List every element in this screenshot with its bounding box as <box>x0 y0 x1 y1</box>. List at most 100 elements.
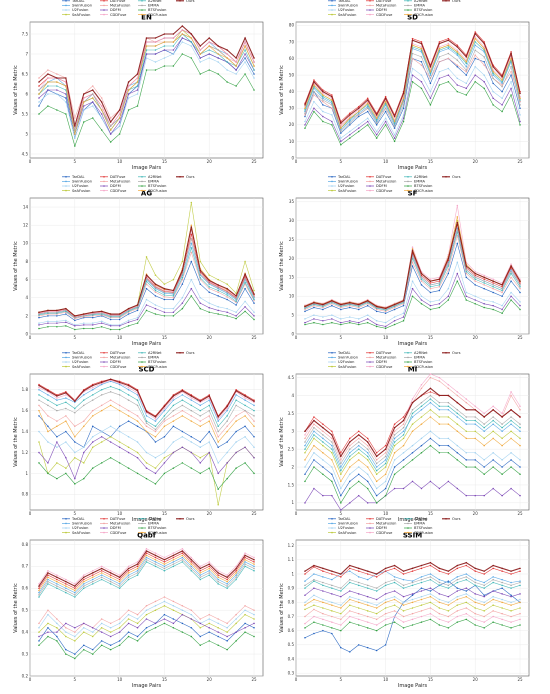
data-point <box>465 590 468 592</box>
legend-label: MetaFusion <box>110 4 130 8</box>
data-point <box>163 558 166 561</box>
data-point <box>366 459 369 461</box>
data-point <box>163 57 166 59</box>
data-point <box>510 71 512 73</box>
data-point <box>438 71 441 73</box>
data-point <box>510 57 512 60</box>
series-u2fusion <box>38 278 255 326</box>
data-point <box>136 626 139 629</box>
data-point <box>83 644 85 647</box>
data-point <box>38 324 40 326</box>
data-point <box>145 274 148 276</box>
y-tick-label: 20 <box>289 256 295 261</box>
data-point <box>172 467 175 469</box>
data-point <box>181 430 184 433</box>
data-point <box>492 416 494 418</box>
data-point <box>483 303 485 305</box>
data-point <box>438 61 441 63</box>
data-point <box>47 322 49 324</box>
data-point <box>447 74 450 76</box>
data-point <box>429 72 432 75</box>
data-point <box>304 473 306 475</box>
legend-label: DDFM <box>110 526 121 530</box>
data-point <box>331 107 333 109</box>
data-point <box>109 635 112 638</box>
y-axis-label: Values of the Metric <box>279 241 285 291</box>
data-point <box>127 386 130 389</box>
data-point <box>145 277 148 280</box>
legend-label: MetaFusion <box>376 522 396 526</box>
data-point <box>331 473 333 475</box>
data-point <box>56 580 58 583</box>
data-point <box>163 569 166 572</box>
data-point <box>393 590 396 592</box>
data-point <box>349 564 351 567</box>
legend-item-tardal: TarDAL <box>62 517 84 521</box>
data-point <box>118 409 121 412</box>
series-ddfm <box>38 287 255 327</box>
data-point <box>375 587 378 589</box>
data-point <box>375 130 378 133</box>
data-point <box>154 49 157 51</box>
data-point <box>154 41 157 43</box>
data-point <box>74 133 76 135</box>
y-tick-label: 6 <box>25 277 28 282</box>
data-point <box>208 430 210 433</box>
data-point <box>420 87 423 90</box>
data-point <box>501 289 503 292</box>
data-point <box>109 315 112 317</box>
data-point <box>340 618 342 621</box>
data-point <box>429 71 432 73</box>
data-point <box>438 601 441 604</box>
data-point <box>65 583 67 585</box>
data-point <box>235 311 237 313</box>
data-point <box>235 467 237 469</box>
data-point <box>181 388 184 391</box>
legend-marker <box>331 189 333 192</box>
data-point <box>172 626 175 629</box>
legend-marker <box>103 361 105 363</box>
data-point <box>492 304 494 307</box>
data-point <box>501 104 503 106</box>
data-point <box>154 563 157 565</box>
legend-marker <box>407 531 409 534</box>
data-point <box>163 307 166 310</box>
data-point <box>447 257 450 260</box>
data-point <box>393 303 396 306</box>
data-point <box>38 322 40 324</box>
legend-item-ours: Ours <box>176 351 195 355</box>
data-point <box>429 564 432 567</box>
legend-item-cddfuse: CDDFuse <box>100 189 127 193</box>
data-point <box>393 610 396 612</box>
data-point <box>163 451 166 454</box>
data-point <box>56 477 58 480</box>
data-point <box>91 101 94 103</box>
data-point <box>100 441 103 443</box>
data-point <box>172 295 175 297</box>
data-point <box>208 394 210 396</box>
legend-item-ours: Ours <box>176 0 195 3</box>
legend-item-ours: Ours <box>442 175 461 179</box>
data-point <box>331 114 333 116</box>
data-point <box>253 456 255 459</box>
data-point <box>411 618 414 621</box>
data-point <box>429 593 432 595</box>
data-point <box>340 469 342 472</box>
data-point <box>65 85 67 87</box>
data-point <box>47 311 49 313</box>
data-point <box>208 274 210 276</box>
data-point <box>47 309 49 312</box>
data-point <box>208 415 210 417</box>
data-point <box>402 120 405 123</box>
data-point <box>411 255 414 258</box>
legend-marker <box>407 13 409 16</box>
data-point <box>331 437 333 440</box>
series-swinfusion <box>304 401 521 468</box>
data-point <box>38 644 40 647</box>
data-point <box>100 109 103 111</box>
data-point <box>474 466 476 468</box>
data-point <box>74 328 76 331</box>
data-point <box>74 315 76 317</box>
data-point <box>163 622 166 625</box>
data-point <box>217 441 219 443</box>
